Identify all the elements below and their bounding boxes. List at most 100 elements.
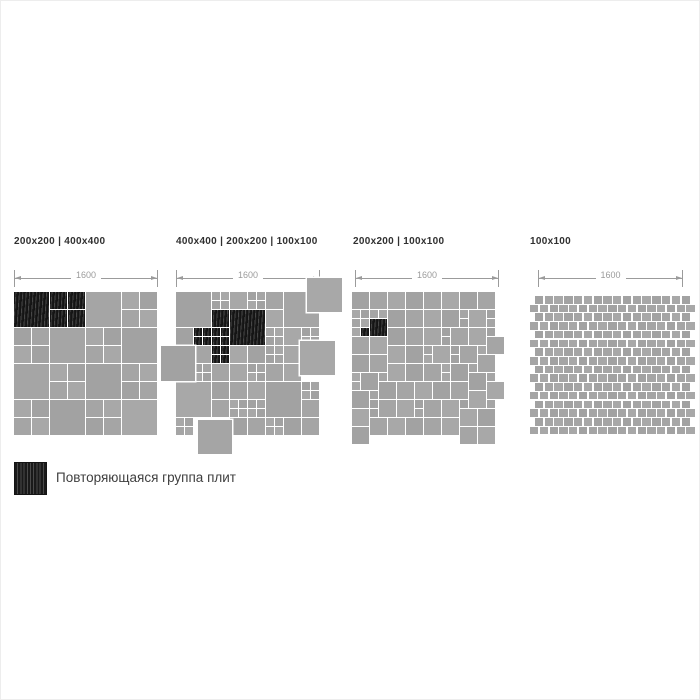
paver-tile: [681, 330, 690, 339]
paver-tile: [275, 337, 283, 345]
paver-tile: [104, 418, 121, 435]
paver-tile: [662, 313, 671, 321]
paver-tile: [681, 365, 690, 374]
paver-tile: [676, 374, 685, 382]
paver-tile: [613, 330, 622, 339]
dimension-tick-right: [498, 270, 499, 287]
paver-tile: [194, 346, 211, 363]
paver-tile: [266, 382, 301, 417]
paver-tile: [662, 400, 671, 409]
paver-tile: [613, 400, 622, 409]
paver-tile: [578, 357, 588, 365]
paver-tile: [160, 346, 196, 381]
paver-tile: [593, 348, 602, 356]
dimension-label: 1600: [70, 270, 102, 280]
paver-tile: [642, 348, 651, 356]
paver-tile: [549, 322, 558, 330]
paver-tile: [578, 339, 588, 348]
paver-tile: [415, 400, 423, 408]
paver-tile: [632, 313, 641, 321]
paver-tile: [275, 355, 283, 363]
repeating-group-tile: [361, 328, 369, 336]
paver-tile: [176, 427, 184, 435]
paver-tile: [230, 364, 247, 381]
paver-tile: [212, 301, 220, 309]
paver-tile: [642, 418, 651, 426]
dimension-line: 1600: [14, 270, 158, 288]
paver-tile: [122, 292, 139, 309]
paver-tile: [284, 328, 301, 345]
paver-tile: [212, 400, 229, 417]
paver-tile: [140, 310, 157, 327]
paver-tile: [266, 346, 274, 354]
paver-tile: [544, 400, 553, 409]
paver-tile: [681, 296, 690, 304]
paver-tile: [212, 382, 229, 399]
paver-tile: [86, 328, 103, 345]
paver-tile: [574, 330, 583, 339]
paver-tile: [583, 418, 593, 426]
panel-grid-pinwheel: [352, 292, 504, 444]
repeating-group-tile: [212, 337, 220, 345]
paver-tile: [642, 383, 651, 391]
paver-tile: [574, 348, 583, 356]
paver-tile: [370, 310, 378, 318]
paver-tile: [539, 322, 549, 330]
paver-tile: [388, 328, 405, 345]
paver-tile: [583, 383, 593, 391]
paver-tile: [487, 328, 495, 336]
panel-title: 200x200 | 100x100: [353, 236, 445, 247]
paver-tile: [534, 348, 544, 356]
paver-tile: [379, 382, 396, 399]
paver-tile: [564, 418, 573, 426]
paver-tile: [530, 322, 539, 330]
paver-tile: [530, 304, 539, 313]
paver-tile: [671, 383, 681, 391]
paver-tile: [642, 400, 651, 409]
paver-tile: [549, 374, 558, 382]
paver-tile: [574, 365, 583, 374]
paver-tile: [230, 292, 247, 309]
paver-tile: [266, 355, 274, 363]
paver-tile: [442, 328, 450, 336]
paver-tile: [424, 400, 441, 417]
paver-tile: [564, 330, 573, 339]
paver-tile: [588, 409, 597, 417]
paver-tile: [203, 373, 211, 381]
paver-tile: [388, 346, 405, 363]
paver-tile: [574, 313, 583, 321]
paver-tile: [662, 296, 671, 304]
paver-tile: [284, 418, 301, 435]
paver-tile: [230, 409, 238, 417]
paver-tile: [588, 322, 597, 330]
paver-tile: [671, 313, 681, 321]
paver-tile: [588, 304, 597, 313]
paver-tile: [469, 364, 477, 372]
paver-tile: [554, 418, 563, 426]
paver-tile: [86, 400, 103, 417]
paver-tile: [388, 418, 405, 435]
paver-tile: [588, 357, 597, 365]
paver-tile: [442, 400, 459, 417]
paver-tile: [424, 292, 441, 309]
paver-tile: [578, 304, 588, 313]
paver-tile: [671, 348, 681, 356]
paver-tile: [352, 427, 369, 444]
paver-tile: [433, 346, 450, 363]
paver-tile: [632, 348, 641, 356]
paver-tile: [642, 296, 651, 304]
paver-tile: [379, 400, 396, 417]
dimension-tick-left: [355, 270, 356, 287]
paver-tile: [569, 391, 578, 400]
paver-tile: [598, 304, 607, 313]
paver-tile: [666, 374, 676, 382]
paver-tile: [608, 357, 617, 365]
paver-tile: [593, 383, 602, 391]
panel-title: 400x400 | 200x200 | 100x100: [176, 236, 318, 247]
paver-tile: [104, 400, 121, 417]
repeating-group-tile: [50, 292, 67, 309]
paver-tile: [676, 322, 685, 330]
repeating-group-tile: [212, 355, 220, 363]
paver-tile: [657, 374, 666, 382]
paver-tile: [361, 373, 378, 390]
